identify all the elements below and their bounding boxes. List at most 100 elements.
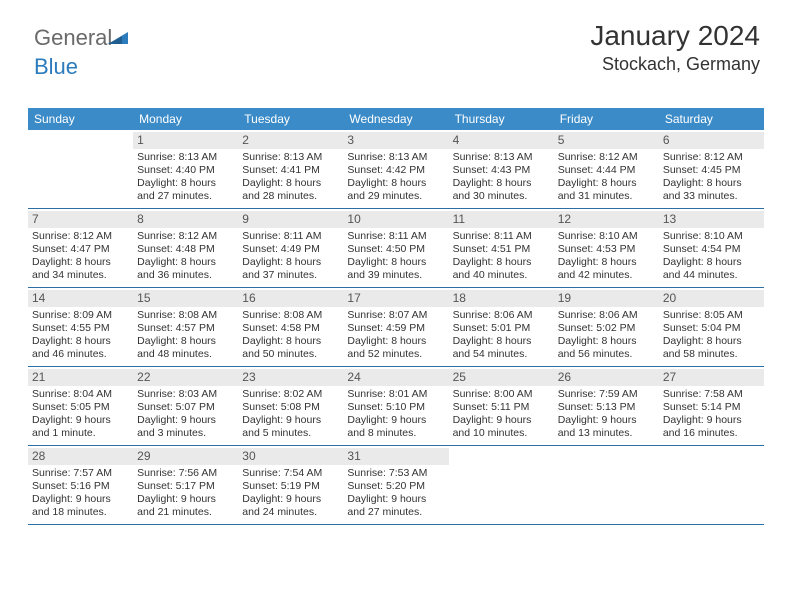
daylight-text: Daylight: 8 hours and 27 minutes. — [137, 177, 234, 203]
day-cell: 15Sunrise: 8:08 AMSunset: 4:57 PMDayligh… — [133, 288, 238, 366]
day-number: 20 — [659, 290, 764, 307]
day-cell: 19Sunrise: 8:06 AMSunset: 5:02 PMDayligh… — [554, 288, 659, 366]
day-number: 8 — [133, 211, 238, 228]
daylight-text: Daylight: 8 hours and 42 minutes. — [558, 256, 655, 282]
day-cell: 17 Sunrise: 8:07 AMSunset: 4:59 PMDayligh… — [343, 288, 448, 366]
daylight-text: Daylight: 8 hours and 31 minutes. — [558, 177, 655, 203]
day-number: 10 — [343, 211, 448, 228]
sunrise-text: Sunrise: 7:54 AM — [242, 467, 339, 480]
day-cell: 3Sunrise: 8:13 AMSunset: 4:42 PMDaylight… — [343, 130, 448, 208]
sunset-text: Sunset: 4:48 PM — [137, 243, 234, 256]
sunset-text: Sunset: 5:04 PM — [663, 322, 760, 335]
sunrise-text: Sunrise: 8:11 AM — [347, 230, 444, 243]
day-number: 7 — [28, 211, 133, 228]
day-cell: 9Sunrise: 8:11 AMSunset: 4:49 PMDaylight… — [238, 209, 343, 287]
day-cell: 28Sunrise: 7:57 AMSunset: 5:16 PMDayligh… — [28, 446, 133, 524]
day-number: 13 — [659, 211, 764, 228]
logo-text-1: General — [34, 25, 112, 50]
daylight-text: Daylight: 9 hours and 27 minutes. — [347, 493, 444, 519]
day-number: 22 — [133, 369, 238, 386]
sunset-text: Sunset: 4:54 PM — [663, 243, 760, 256]
sunrise-text: Sunrise: 8:01 AM — [347, 388, 444, 401]
day-number: 28 — [28, 448, 133, 465]
daylight-text: Daylight: 8 hours and 33 minutes. — [663, 177, 760, 203]
sunset-text: Sunset: 5:17 PM — [137, 480, 234, 493]
daylight-text: Daylight: 8 hours and 37 minutes. — [242, 256, 339, 282]
sunrise-text: Sunrise: 8:12 AM — [137, 230, 234, 243]
daylight-text: Daylight: 8 hours and 40 minutes. — [453, 256, 550, 282]
daylight-text: Daylight: 9 hours and 24 minutes. — [242, 493, 339, 519]
daylight-text: Daylight: 9 hours and 8 minutes. — [347, 414, 444, 440]
weekday-header: Wednesday — [343, 108, 448, 130]
sunset-text: Sunset: 4:41 PM — [242, 164, 339, 177]
sunrise-text: Sunrise: 8:00 AM — [453, 388, 550, 401]
sunset-text: Sunset: 4:47 PM — [32, 243, 129, 256]
daylight-text: Daylight: 9 hours and 1 minute. — [32, 414, 129, 440]
sunset-text: Sunset: 5:13 PM — [558, 401, 655, 414]
sunset-text: Sunset: 4:58 PM — [242, 322, 339, 335]
sunrise-text: Sunrise: 8:05 AM — [663, 309, 760, 322]
day-cell: 4Sunrise: 8:13 AMSunset: 4:43 PMDaylight… — [449, 130, 554, 208]
daylight-text: Daylight: 8 hours and 56 minutes. — [558, 335, 655, 361]
sunrise-text: Sunrise: 8:13 AM — [242, 151, 339, 164]
sunrise-text: Sunrise: 8:10 AM — [663, 230, 760, 243]
sunrise-text: Sunrise: 7:57 AM — [32, 467, 129, 480]
sunrise-text: Sunrise: 7:58 AM — [663, 388, 760, 401]
day-number: 30 — [238, 448, 343, 465]
sunrise-text: Sunrise: 8:06 AM — [558, 309, 655, 322]
day-cell: 20 Sunrise: 8:05 AMSunset: 5:04 PMDayligh… — [659, 288, 764, 366]
sunrise-text: Sunrise: 8:11 AM — [453, 230, 550, 243]
sunset-text: Sunset: 5:07 PM — [137, 401, 234, 414]
day-number: 12 — [554, 211, 659, 228]
daylight-text: Daylight: 8 hours and 52 minutes. — [347, 335, 444, 361]
day-number: 17 — [343, 290, 448, 307]
calendar: Sunday Monday Tuesday Wednesday Thursday… — [28, 108, 764, 525]
sunset-text: Sunset: 5:19 PM — [242, 480, 339, 493]
week-row: 7Sunrise: 8:12 AMSunset: 4:47 PMDaylight… — [28, 209, 764, 288]
sunrise-text: Sunrise: 8:12 AM — [558, 151, 655, 164]
day-cell: 6Sunrise: 8:12 AMSunset: 4:45 PMDaylight… — [659, 130, 764, 208]
week-row: 28Sunrise: 7:57 AMSunset: 5:16 PMDayligh… — [28, 446, 764, 525]
day-cell — [449, 446, 554, 524]
daylight-text: Daylight: 8 hours and 58 minutes. — [663, 335, 760, 361]
day-cell: 11Sunrise: 8:11 AMSunset: 4:51 PMDayligh… — [449, 209, 554, 287]
day-number: 16 — [238, 290, 343, 307]
sunrise-text: Sunrise: 8:07 AM — [347, 309, 444, 322]
sunrise-text: Sunrise: 8:02 AM — [242, 388, 339, 401]
sunset-text: Sunset: 5:05 PM — [32, 401, 129, 414]
sunrise-text: Sunrise: 8:10 AM — [558, 230, 655, 243]
sunrise-text: Sunrise: 8:09 AM — [32, 309, 129, 322]
daylight-text: Daylight: 8 hours and 29 minutes. — [347, 177, 444, 203]
week-row: 21Sunrise: 8:04 AMSunset: 5:05 PMDayligh… — [28, 367, 764, 446]
sunrise-text: Sunrise: 8:06 AM — [453, 309, 550, 322]
day-number: 19 — [554, 290, 659, 307]
sunset-text: Sunset: 4:59 PM — [347, 322, 444, 335]
sunset-text: Sunset: 4:45 PM — [663, 164, 760, 177]
day-number: 14 — [28, 290, 133, 307]
day-cell: 2 Sunrise: 8:13 AMSunset: 4:41 PMDaylight… — [238, 130, 343, 208]
day-cell: 27Sunrise: 7:58 AMSunset: 5:14 PMDayligh… — [659, 367, 764, 445]
daylight-text: Daylight: 9 hours and 16 minutes. — [663, 414, 760, 440]
daylight-text: Daylight: 8 hours and 34 minutes. — [32, 256, 129, 282]
weekday-header-row: Sunday Monday Tuesday Wednesday Thursday… — [28, 108, 764, 130]
daylight-text: Daylight: 8 hours and 54 minutes. — [453, 335, 550, 361]
sunset-text: Sunset: 4:53 PM — [558, 243, 655, 256]
weekday-header: Thursday — [449, 108, 554, 130]
day-cell: 25Sunrise: 8:00 AMSunset: 5:11 PMDayligh… — [449, 367, 554, 445]
daylight-text: Daylight: 8 hours and 28 minutes. — [242, 177, 339, 203]
day-cell: 1Sunrise: 8:13 AMSunset: 4:40 PMDaylight… — [133, 130, 238, 208]
day-number: 6 — [659, 132, 764, 149]
sunrise-text: Sunrise: 7:59 AM — [558, 388, 655, 401]
day-number: 18 — [449, 290, 554, 307]
sunset-text: Sunset: 4:55 PM — [32, 322, 129, 335]
day-number: 21 — [28, 369, 133, 386]
weekday-header: Tuesday — [238, 108, 343, 130]
sunrise-text: Sunrise: 8:11 AM — [242, 230, 339, 243]
daylight-text: Daylight: 8 hours and 46 minutes. — [32, 335, 129, 361]
day-number: 2 — [238, 132, 343, 149]
day-cell: 22Sunrise: 8:03 AMSunset: 5:07 PMDayligh… — [133, 367, 238, 445]
daylight-text: Daylight: 8 hours and 44 minutes. — [663, 256, 760, 282]
sunset-text: Sunset: 4:42 PM — [347, 164, 444, 177]
day-number: 1 — [133, 132, 238, 149]
sunrise-text: Sunrise: 7:56 AM — [137, 467, 234, 480]
